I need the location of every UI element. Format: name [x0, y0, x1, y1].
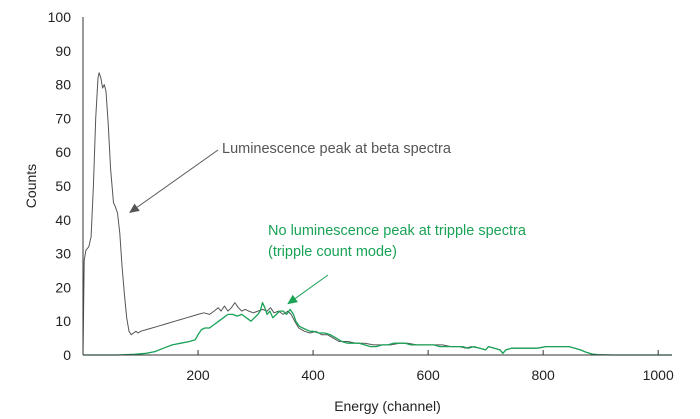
- y-tick-label: 100: [48, 9, 72, 25]
- x-tick-label: 200: [186, 367, 210, 383]
- y-tick-label: 60: [55, 144, 71, 160]
- series-line-tripple: [83, 301, 672, 356]
- y-tick-label: 70: [55, 110, 71, 126]
- x-axis-label: Energy (channel): [334, 398, 441, 414]
- series-line-beta: [82, 72, 672, 356]
- y-tick-label: 20: [55, 279, 71, 295]
- series-group: [82, 72, 672, 356]
- arrowhead-tripple: [287, 294, 298, 305]
- y-tick-label: 50: [55, 178, 71, 194]
- annotation-beta-text: Luminescence peak at beta spectra: [222, 141, 452, 157]
- arrow-beta: [136, 149, 219, 208]
- y-tick-label: 40: [55, 212, 71, 228]
- y-tick-label: 90: [55, 43, 71, 59]
- y-tick-label: 10: [55, 313, 71, 329]
- x-tick-label: 400: [301, 367, 325, 383]
- annotation-beta: Luminescence peak at beta spectra: [129, 141, 452, 214]
- y-axis-label: Counts: [23, 164, 39, 208]
- arrowhead-beta: [129, 203, 140, 214]
- x-tick-label: 600: [416, 367, 440, 383]
- y-tick-label: 30: [55, 246, 71, 262]
- y-ticks: 0 10 20 30 40 50 60 70 80 90 100: [48, 9, 72, 363]
- x-tick-label: 1000: [643, 367, 674, 383]
- arrow-tripple: [295, 274, 329, 299]
- x-tick-label: 800: [531, 367, 555, 383]
- annotation-tripple-text-line1: No luminescence peak at tripple spectra: [268, 223, 527, 239]
- x-ticks: 200 400 600 800 1000: [186, 350, 674, 383]
- y-tick-label: 80: [55, 77, 71, 93]
- annotation-tripple-text-line2: (tripple count mode): [268, 244, 397, 260]
- y-tick-label: 0: [63, 347, 71, 363]
- annotation-tripple: No luminescence peak at tripple spectra …: [268, 223, 527, 305]
